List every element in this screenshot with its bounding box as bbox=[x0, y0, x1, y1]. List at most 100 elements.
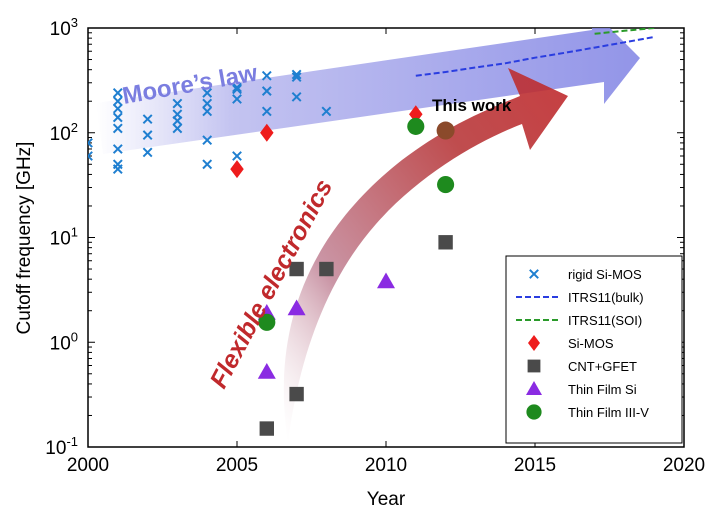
data-point-rigid-si-mos bbox=[261, 86, 272, 96]
data-point-thin-film-iii-v bbox=[407, 117, 425, 135]
data-point-rigid-si-mos-stroke bbox=[232, 82, 242, 93]
y-tick-label: 102 bbox=[50, 120, 78, 145]
y-axis-label: Cutoff frequency [GHz] bbox=[14, 142, 35, 335]
data-point-rigid-si-mos bbox=[291, 69, 302, 80]
data-point-rigid-si-mos-stroke bbox=[112, 144, 123, 154]
legend-swatch-cnt-gfet bbox=[527, 359, 541, 373]
data-point-rigid-si-mos-stroke bbox=[202, 159, 213, 170]
data-point-rigid-si-mos-stroke bbox=[112, 123, 123, 134]
data-point-rigid-si-mos-stroke bbox=[291, 72, 302, 82]
data-point-rigid-si-mos bbox=[232, 94, 242, 104]
data-point-rigid-si-mos-stroke bbox=[142, 147, 153, 158]
data-point-rigid-si-mos bbox=[291, 91, 302, 102]
data-point-cnt-gfet bbox=[438, 235, 453, 250]
data-point-rigid-si-mos bbox=[202, 135, 213, 146]
data-point-si-mos bbox=[260, 123, 274, 142]
data-point-rigid-si-mos-stroke bbox=[232, 151, 242, 161]
data-point-rigid-si-mos bbox=[202, 98, 213, 109]
series-layer bbox=[88, 28, 655, 436]
data-point-rigid-si-mos-stroke bbox=[261, 86, 272, 96]
legend-swatch-rigid-si-mos-stroke bbox=[529, 269, 539, 279]
data-point-rigid-si-mos-stroke bbox=[112, 112, 123, 123]
data-point-rigid-si-mos-stroke bbox=[202, 88, 213, 98]
legend-swatch-thin-film-iii-v bbox=[526, 404, 542, 420]
data-point-rigid-si-mos-stroke bbox=[261, 70, 272, 81]
legend-swatch-thin-film-si bbox=[526, 381, 542, 395]
axis-ticks: 2000 2005 2010 2015 2020 10-1 100 101 102 103 bbox=[45, 15, 705, 476]
data-point-rigid-si-mos-stroke bbox=[202, 106, 213, 117]
data-point-rigid-si-mos bbox=[261, 106, 272, 117]
y-tick-label: 100 bbox=[50, 329, 78, 354]
series-line-itrs11-bulk bbox=[415, 36, 655, 77]
data-point-rigid-si-mos-stroke bbox=[88, 137, 93, 145]
flexible-electronics-arrow bbox=[283, 68, 568, 442]
series-thin-film-si bbox=[257, 272, 395, 379]
data-point-rigid-si-mos-stroke bbox=[202, 98, 213, 109]
data-point-rigid-si-mos bbox=[291, 72, 302, 82]
x-tick-label: 2015 bbox=[514, 455, 556, 476]
data-point-rigid-si-mos-stroke bbox=[142, 130, 153, 140]
legend-label-si-mos: Si-MOS bbox=[568, 336, 614, 351]
data-point-rigid-si-mos bbox=[172, 123, 183, 134]
data-point-cnt-gfet bbox=[259, 421, 274, 436]
data-point-rigid-si-mos bbox=[142, 114, 153, 125]
data-point-rigid-si-mos-stroke bbox=[88, 141, 93, 148]
data-point-thin-film-si bbox=[257, 362, 276, 379]
data-point-rigid-si-mos-stroke bbox=[88, 154, 93, 161]
data-point-rigid-si-mos-stroke bbox=[112, 159, 123, 170]
data-point-cnt-gfet bbox=[289, 386, 304, 402]
data-point-rigid-si-mos bbox=[142, 147, 153, 158]
y-tick-label: 103 bbox=[50, 15, 78, 40]
data-point-rigid-si-mos bbox=[202, 159, 213, 170]
data-point-rigid-si-mos bbox=[112, 96, 123, 107]
data-point-thin-film-si bbox=[287, 299, 306, 316]
series-line-itrs11-soi bbox=[594, 28, 655, 35]
data-point-cnt-gfet bbox=[289, 261, 304, 277]
data-point-rigid-si-mos bbox=[172, 109, 183, 120]
data-point-rigid-si-mos bbox=[172, 98, 183, 109]
data-point-rigid-si-mos bbox=[321, 106, 332, 117]
data-point-thin-film-si bbox=[377, 272, 395, 289]
data-point-rigid-si-mos-stroke bbox=[112, 88, 123, 98]
legend-label-cnt-gfet: CNT+GFET bbox=[568, 359, 637, 374]
data-point-rigid-si-mos-stroke bbox=[291, 69, 302, 80]
x-axis-label: Year bbox=[367, 489, 406, 510]
data-point-rigid-si-mos bbox=[232, 84, 242, 95]
data-point-rigid-si-mos-stroke bbox=[172, 98, 183, 109]
data-point-cnt-gfet bbox=[319, 261, 334, 277]
moores-law-arrow bbox=[96, 28, 640, 154]
x-tick-label: 2000 bbox=[67, 455, 109, 476]
data-point-si-mos bbox=[230, 160, 244, 179]
series-thin-film-iii-v bbox=[258, 117, 455, 331]
series-rigid-si-mos bbox=[88, 69, 332, 174]
data-point-rigid-si-mos bbox=[232, 151, 242, 161]
data-point-rigid-si-mos bbox=[261, 70, 272, 81]
data-point-rigid-si-mos bbox=[142, 130, 153, 140]
data-point-rigid-si-mos-stroke bbox=[88, 151, 93, 158]
legend-label-thin-film-iii-v: Thin Film III-V bbox=[568, 405, 649, 420]
data-point-rigid-si-mos bbox=[112, 112, 123, 123]
legend-label-rigid-si-mos: rigid Si-MOS bbox=[568, 267, 642, 282]
data-point-rigid-si-mos-stroke bbox=[112, 96, 123, 107]
data-point-rigid-si-mos-stroke bbox=[321, 106, 332, 117]
data-point-rigid-si-mos-stroke bbox=[142, 114, 153, 125]
data-point-thin-film-iii-v bbox=[258, 313, 276, 331]
data-point-rigid-si-mos bbox=[202, 88, 213, 98]
data-point-thin-film-iii-v bbox=[437, 176, 455, 194]
y-tick-label: 101 bbox=[50, 225, 78, 250]
data-point-rigid-si-mos bbox=[112, 103, 123, 114]
data-point-rigid-si-mos bbox=[112, 144, 123, 154]
data-point-rigid-si-mos bbox=[88, 137, 93, 148]
legend-swatch-rigid-si-mos bbox=[529, 269, 539, 279]
x-tick-label: 2020 bbox=[663, 455, 705, 476]
data-point-rigid-si-mos-stroke bbox=[202, 135, 213, 146]
legend-label-itrs11-soi: ITRS11(SOI) bbox=[568, 313, 642, 328]
data-point-rigid-si-mos-stroke bbox=[232, 94, 242, 104]
legend-label-thin-film-si: Thin Film Si bbox=[568, 382, 637, 397]
data-point-rigid-si-mos-stroke bbox=[261, 106, 272, 117]
y-tick-label: 10-1 bbox=[45, 434, 78, 459]
data-point-rigid-si-mos-stroke bbox=[232, 84, 242, 95]
legend-label-itrs11-bulk: ITRS11(bulk) bbox=[568, 290, 644, 305]
data-point-rigid-si-mos bbox=[232, 82, 242, 93]
